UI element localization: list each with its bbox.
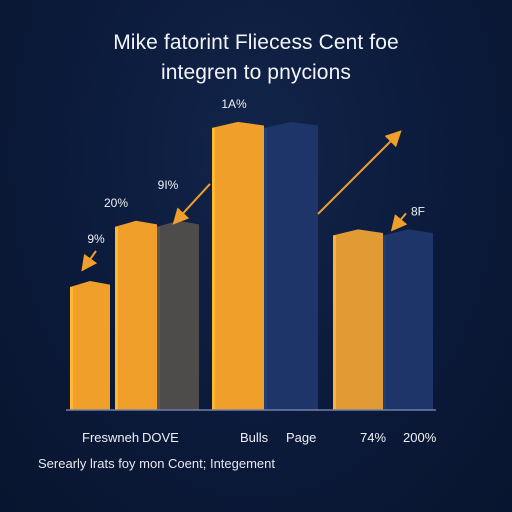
- chart-title: Mike fatorint Fliecess Cent foe integren…: [0, 28, 512, 88]
- bar-7: [383, 229, 433, 410]
- category-label-5: 74%: [360, 430, 386, 445]
- category-label-6: 200%: [403, 430, 437, 445]
- bar-3: [157, 220, 199, 410]
- arrow-3: [317, 130, 402, 215]
- bar-1-edge: [70, 287, 73, 410]
- bar-6-value-label: 8F: [411, 204, 425, 218]
- bar-4-value-label: 1A%: [221, 97, 247, 111]
- data-labels-layer: 9% 20% 9I% 1A% 8F: [87, 97, 425, 246]
- category-label-2: DOVE: [142, 430, 179, 445]
- category-label-3: Bulls: [240, 430, 269, 445]
- category-label-1: Freswneh: [82, 430, 139, 445]
- bar-6-edge: [333, 235, 336, 410]
- arrow-1: [81, 250, 98, 272]
- chart-title-line-1: Mike fatorint Fliecess Cent foe: [113, 31, 399, 54]
- bar-1-value-label: 9%: [87, 232, 105, 246]
- bars-layer: [70, 121, 433, 411]
- bar-5: [264, 121, 318, 411]
- bar-4: [212, 121, 264, 411]
- bar-2-value-label: 20%: [104, 196, 128, 210]
- bar-6: [333, 229, 383, 410]
- arrows-layer: [81, 130, 408, 272]
- chart-footer: Serearly lrats foy mon Coent; Integement: [38, 456, 276, 471]
- bar-7-edge: [383, 235, 386, 410]
- bar-3-value-label: 9I%: [158, 178, 179, 192]
- arrow-4: [390, 212, 408, 232]
- bar-5-edge: [264, 127, 267, 411]
- arrow-2: [172, 183, 211, 225]
- bar-2: [115, 220, 157, 410]
- chart-title-line-2: integren to pnycions: [161, 61, 351, 84]
- bar-4-edge: [212, 127, 215, 411]
- bar-2-edge: [115, 226, 118, 410]
- bar-1: [70, 281, 110, 410]
- bar-3-edge: [157, 226, 160, 410]
- category-label-4: Page: [286, 430, 316, 445]
- category-labels-layer: Freswneh DOVE Bulls Page 74% 200%: [82, 430, 437, 445]
